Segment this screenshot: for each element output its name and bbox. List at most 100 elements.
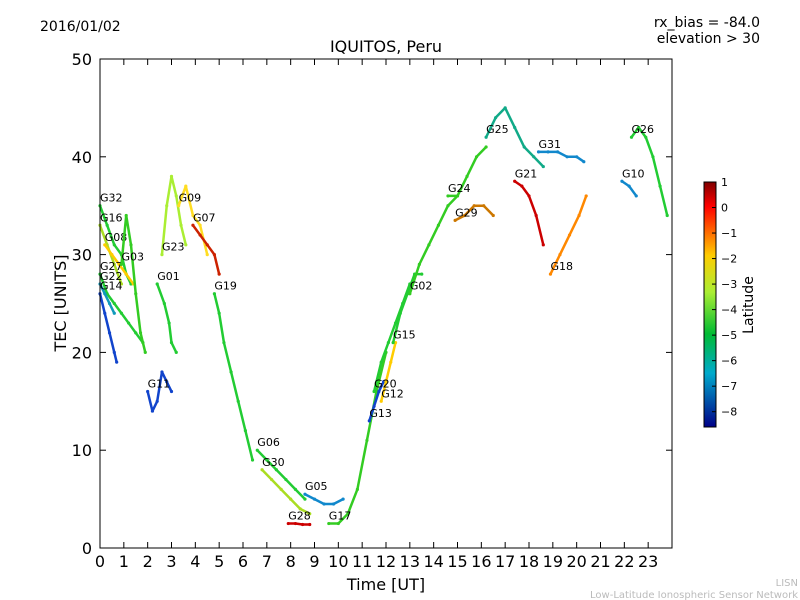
colorbar-tick-label: −2 xyxy=(721,253,737,266)
data-point xyxy=(286,521,290,526)
data-point xyxy=(300,522,305,527)
data-point xyxy=(405,292,410,296)
data-point xyxy=(567,233,572,237)
y-axis: 0 10 20 30 40 50 xyxy=(72,50,672,558)
series-line-g11 xyxy=(146,370,173,413)
data-point xyxy=(453,218,457,222)
data-point xyxy=(115,360,119,364)
data-point xyxy=(386,341,390,345)
series-label: G29 xyxy=(455,206,478,219)
data-point xyxy=(293,521,298,526)
data-point xyxy=(389,360,393,364)
series-line-g22 xyxy=(98,283,116,314)
data-point xyxy=(212,253,216,257)
data-point xyxy=(169,341,174,345)
series-label: G18 xyxy=(550,260,573,273)
y-tick-label: 50 xyxy=(72,50,92,69)
data-point xyxy=(384,380,388,384)
series-label: G17 xyxy=(329,510,352,523)
series-label: G32 xyxy=(100,192,123,205)
data-point xyxy=(665,213,669,218)
x-tick-label: 9 xyxy=(309,552,319,571)
data-point xyxy=(127,321,131,325)
data-point xyxy=(293,487,298,491)
series-label: G24 xyxy=(448,182,471,195)
data-point xyxy=(165,204,169,208)
data-point xyxy=(541,164,545,169)
series-label: G27 xyxy=(100,260,123,273)
data-point xyxy=(279,487,283,491)
series-label: G12 xyxy=(381,387,404,400)
data-point xyxy=(346,512,350,516)
data-point xyxy=(284,477,288,482)
series-line-g13 xyxy=(368,381,385,422)
series-label: G16 xyxy=(100,211,123,224)
data-point xyxy=(534,213,538,218)
data-point xyxy=(138,331,143,335)
data-point xyxy=(546,150,550,154)
data-point xyxy=(134,292,138,296)
data-point xyxy=(417,262,421,266)
data-point xyxy=(408,292,412,296)
data-point xyxy=(308,522,312,527)
series-label: G03 xyxy=(121,250,144,263)
data-point xyxy=(379,360,383,364)
data-point xyxy=(165,380,169,384)
series-line-g12 xyxy=(380,342,397,402)
data-point xyxy=(522,145,526,149)
data-point xyxy=(463,213,467,218)
data-point xyxy=(391,341,395,345)
data-point xyxy=(355,487,359,491)
data-point xyxy=(212,292,216,296)
x-tick-label: 7 xyxy=(262,552,272,571)
data-point xyxy=(420,272,424,276)
y-axis-label: TEC [UNITS] xyxy=(51,255,70,353)
data-point xyxy=(582,160,586,164)
series-line-g28 xyxy=(288,522,310,526)
y-tick-label: 30 xyxy=(72,246,92,265)
chart-title: IQUITOS, Peru xyxy=(330,37,442,56)
data-point xyxy=(155,399,159,403)
data-point xyxy=(393,321,398,325)
data-point xyxy=(112,301,116,306)
data-point xyxy=(455,194,460,198)
x-tick-label: 13 xyxy=(400,552,420,571)
data-point xyxy=(198,233,202,237)
series-label: G07 xyxy=(193,211,216,224)
series-line-g19 xyxy=(213,293,254,461)
data-point xyxy=(179,223,183,227)
data-point xyxy=(289,497,293,501)
series-line-g06 xyxy=(256,449,306,500)
data-point xyxy=(217,272,221,276)
series-label: G26 xyxy=(631,123,654,136)
x-tick-label: 16 xyxy=(471,552,491,571)
data-point xyxy=(298,507,302,511)
rx-bias-label: rx_bias = -84.0 xyxy=(654,15,760,31)
data-point xyxy=(303,497,307,501)
x-tick-label: 17 xyxy=(495,552,515,571)
data-point xyxy=(129,243,133,247)
data-point xyxy=(367,419,371,423)
x-tick-label: 11 xyxy=(352,552,372,571)
y-tick-label: 40 xyxy=(72,148,92,167)
series-label: G22 xyxy=(100,270,123,283)
data-point xyxy=(274,468,278,472)
data-point xyxy=(482,204,486,208)
data-point xyxy=(575,155,579,159)
data-point xyxy=(465,174,469,178)
data-point xyxy=(565,155,569,159)
footer-lisn: LISN xyxy=(776,578,798,589)
data-point xyxy=(336,521,340,526)
data-point xyxy=(124,272,128,276)
colorbar-tick-label: −8 xyxy=(721,406,737,419)
x-tick-label: 19 xyxy=(543,552,563,571)
series-label: G31 xyxy=(539,138,562,151)
data-point xyxy=(377,389,381,394)
data-point xyxy=(236,399,240,403)
data-point xyxy=(393,341,398,345)
y-tick-label: 10 xyxy=(72,441,92,460)
x-tick-label: 21 xyxy=(590,552,610,571)
series-label: G14 xyxy=(100,280,123,293)
colorbar-tick-label: −6 xyxy=(721,355,737,368)
data-point xyxy=(436,223,441,227)
